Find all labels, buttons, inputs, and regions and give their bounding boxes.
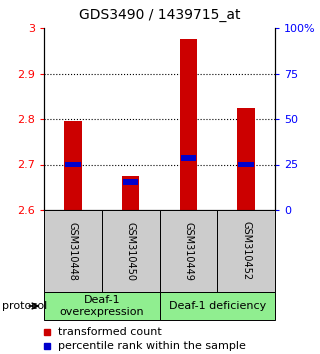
Text: Deaf-1 deficiency: Deaf-1 deficiency bbox=[169, 301, 266, 311]
Bar bbox=[180, 39, 197, 210]
Text: percentile rank within the sample: percentile rank within the sample bbox=[58, 341, 246, 351]
Text: GSM310450: GSM310450 bbox=[126, 222, 136, 280]
Bar bbox=[180, 155, 196, 161]
Text: GSM310448: GSM310448 bbox=[68, 222, 78, 280]
Text: transformed count: transformed count bbox=[58, 327, 162, 337]
Bar bbox=[123, 179, 139, 185]
Text: protocol: protocol bbox=[2, 301, 47, 311]
Bar bbox=[65, 161, 81, 167]
Text: GSM310449: GSM310449 bbox=[183, 222, 193, 280]
Bar bbox=[122, 176, 139, 210]
Bar bbox=[237, 108, 255, 210]
Bar bbox=[64, 121, 82, 210]
Text: Deaf-1
overexpression: Deaf-1 overexpression bbox=[60, 295, 144, 317]
Bar bbox=[238, 161, 254, 167]
Text: GSM310452: GSM310452 bbox=[241, 222, 251, 281]
Text: GDS3490 / 1439715_at: GDS3490 / 1439715_at bbox=[79, 8, 241, 22]
